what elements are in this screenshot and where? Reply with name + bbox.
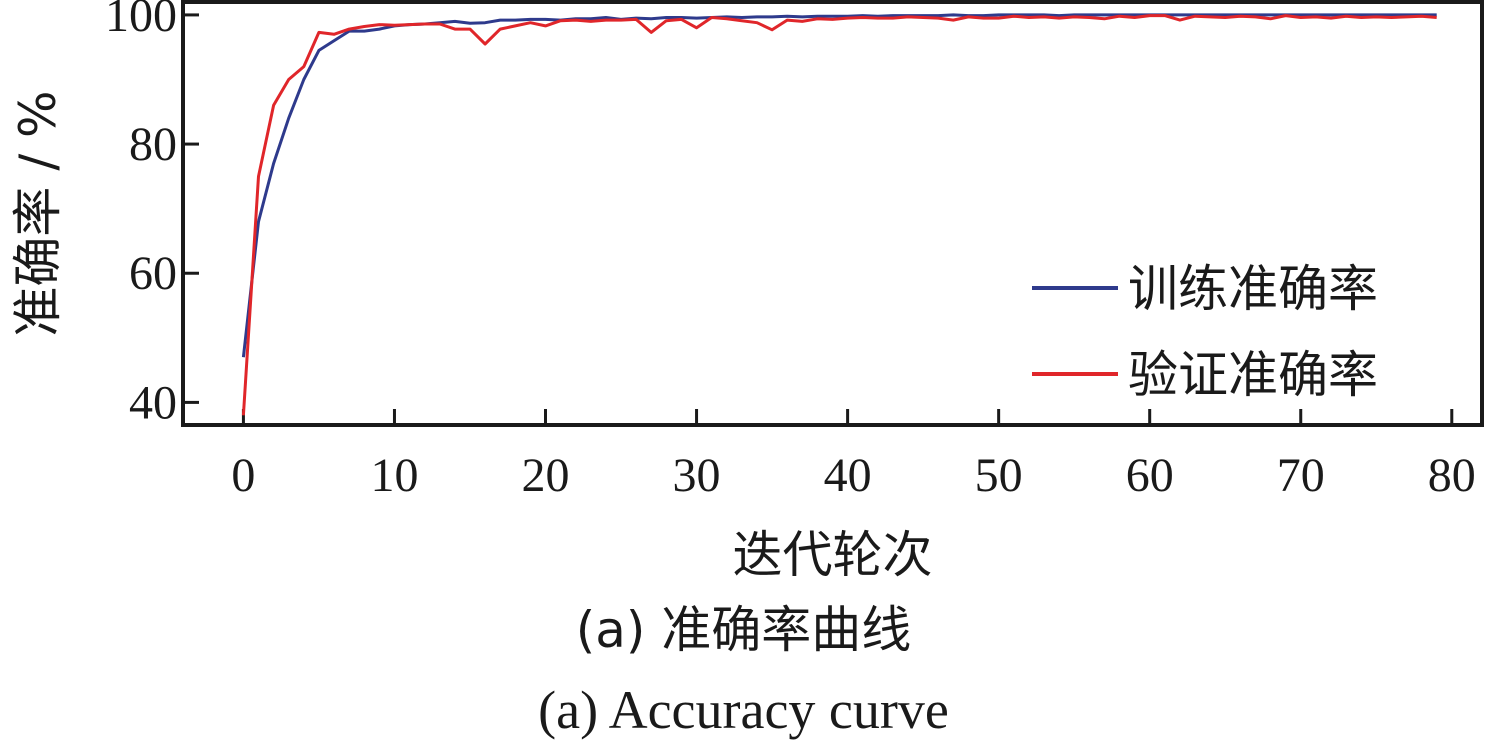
x-tick-label: 30 — [673, 449, 721, 502]
plot-frame — [181, 0, 1484, 427]
x-tick-label: 10 — [370, 449, 418, 502]
x-tick-label: 20 — [522, 449, 570, 502]
x-tick-label: 50 — [975, 449, 1023, 502]
series-lines — [241, 13, 1437, 416]
y-tick-label: 60 — [129, 247, 177, 300]
axis-ticks: 0 10 20 30 40 50 60 70 80 40 60 80 100 — [105, 0, 1476, 502]
y-tick-label: 100 — [105, 0, 177, 42]
caption-chinese: (a) 准确率曲线 — [575, 601, 912, 659]
x-tick-label: 60 — [1126, 449, 1174, 502]
x-tick-label: 40 — [824, 449, 872, 502]
x-tick-label: 80 — [1428, 449, 1476, 502]
series-line-validation — [241, 14, 1437, 416]
x-tick-label: 70 — [1277, 449, 1325, 502]
caption-english: (a) Accuracy curve — [538, 680, 949, 740]
x-axis-title: 迭代轮次 — [733, 526, 933, 584]
y-axis-title: 准确率 / % — [9, 90, 67, 336]
x-tick-label: 0 — [231, 449, 255, 502]
series-line-train — [241, 13, 1437, 358]
legend-label: 验证准确率 — [1128, 346, 1378, 404]
y-tick-label: 80 — [129, 118, 177, 171]
y-tick-label: 40 — [129, 376, 177, 429]
legend-label: 训练准确率 — [1128, 260, 1378, 318]
